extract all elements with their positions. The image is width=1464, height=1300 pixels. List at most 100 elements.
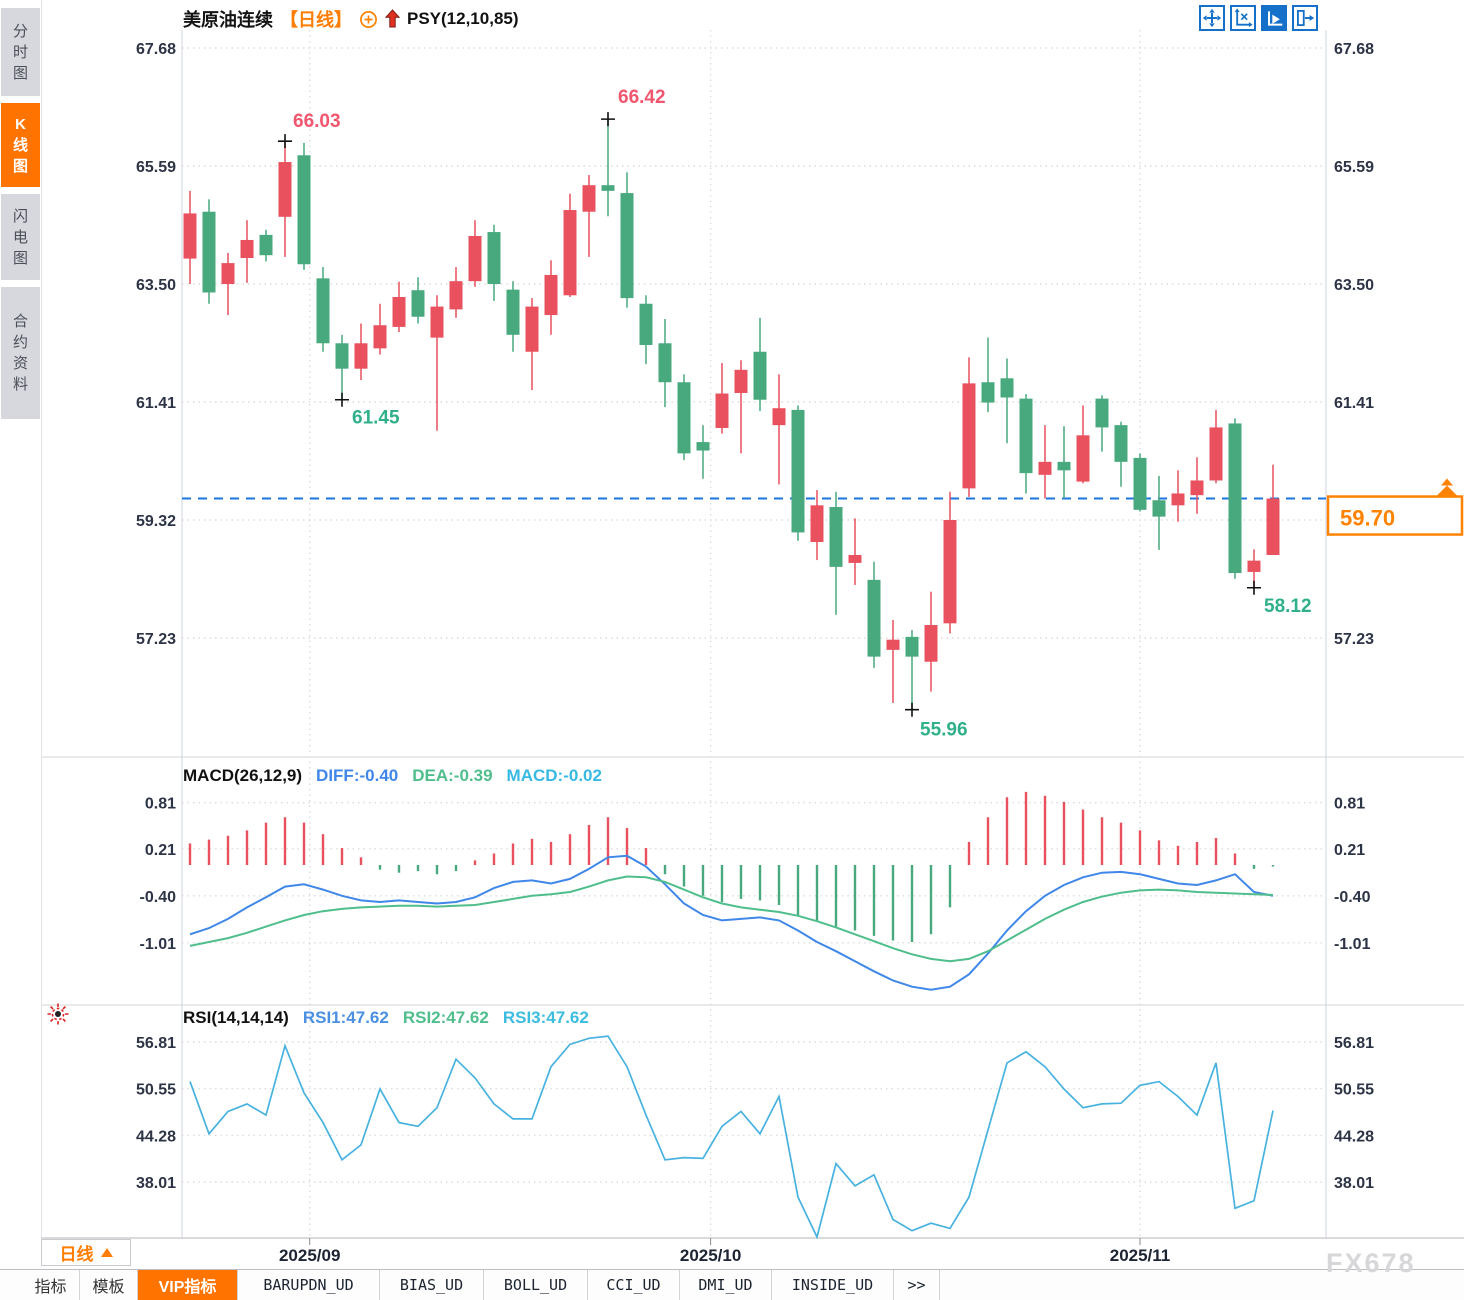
candle-body xyxy=(468,236,482,282)
y-axis-label-right: 0.21 xyxy=(1334,842,1365,859)
price-annotation: 66.42 xyxy=(618,87,666,108)
candle-body xyxy=(582,185,596,212)
rsi-line xyxy=(189,1035,1274,1240)
candle-body xyxy=(867,579,881,657)
candle-body xyxy=(1247,560,1261,572)
y-axis-label-right: 44.28 xyxy=(1334,1128,1374,1145)
psy-up-arrow-icon xyxy=(385,9,400,29)
y-axis-label-right: 38.01 xyxy=(1334,1175,1374,1192)
rsi-header: RSI(14,14,14) RSI1:47.62 RSI2:47.62 RSI3… xyxy=(183,1008,589,1028)
candle-body xyxy=(1171,493,1185,506)
y-axis-label-right: 0.81 xyxy=(1334,796,1365,813)
price-annotation: 58.12 xyxy=(1264,596,1312,617)
tab-boll_ud[interactable]: BOLL_UD xyxy=(484,1270,588,1300)
axis-play-icon[interactable] xyxy=(1261,5,1287,31)
sun-marker-icon[interactable] xyxy=(46,1002,70,1031)
psy-indicator-label: PSY(12,10,85) xyxy=(407,9,519,28)
candle-body xyxy=(791,409,805,533)
candle-body xyxy=(316,278,330,344)
macd-group xyxy=(188,791,1275,991)
y-axis-label-right: 56.81 xyxy=(1334,1035,1374,1052)
y-axis-label-left: 56.81 xyxy=(136,1035,176,1052)
candle-body xyxy=(240,239,254,259)
y-axis-label-left: 63.50 xyxy=(136,277,176,294)
candle-body xyxy=(1152,500,1166,517)
y-axis-label-left: 0.21 xyxy=(145,842,176,859)
sidebar-item-4[interactable]: 合约资料 xyxy=(1,287,40,419)
candle-body xyxy=(335,343,349,369)
candle-body xyxy=(430,306,444,338)
rsi-title: RSI(14,14,14) xyxy=(183,1008,289,1027)
candle-body xyxy=(1114,425,1128,462)
sidebar-item-char: 时 xyxy=(12,43,28,61)
price-tag-box xyxy=(1326,495,1464,536)
current-price-tag: 59.70 xyxy=(1326,478,1464,536)
y-axis-label-left: 59.32 xyxy=(136,513,176,530)
y-axis-label-left: 0.81 xyxy=(145,796,176,813)
y-axis-label-left: 65.59 xyxy=(136,159,176,176)
candle-body xyxy=(677,382,691,454)
period-tag[interactable]: 【日线】 xyxy=(280,10,352,30)
sidebar-item-char: 图 xyxy=(12,249,28,267)
candle-body xyxy=(1209,427,1223,481)
macd-title: MACD(26,12,9) xyxy=(183,766,303,785)
candle-body xyxy=(411,290,425,317)
candle-body xyxy=(487,232,501,284)
candle-body xyxy=(392,296,406,327)
period-button[interactable]: 日线 xyxy=(41,1239,131,1266)
caret-up-icon xyxy=(100,1248,113,1257)
extreme-marker-icon xyxy=(1247,580,1261,595)
extreme-marker-icon xyxy=(601,112,615,127)
tab-bias_ud[interactable]: BIAS_UD xyxy=(380,1270,484,1300)
tab-模板[interactable]: 模板 xyxy=(80,1270,138,1300)
sidebar-item-char: K xyxy=(15,115,26,133)
y-axis-label-right: 50.55 xyxy=(1334,1082,1374,1099)
candle-body xyxy=(221,263,235,284)
candle-body xyxy=(620,193,634,299)
tab-barupdn_ud[interactable]: BARUPDN_UD xyxy=(238,1270,380,1300)
macd-dea-value: DEA:-0.39 xyxy=(412,766,493,785)
axis-zoom-icon[interactable] xyxy=(1230,5,1256,31)
rsi2-value: RSI2:47.62 xyxy=(402,1008,489,1027)
tab-inside_ud[interactable]: INSIDE_UD xyxy=(772,1270,894,1300)
candle-body xyxy=(601,185,615,191)
candle-body xyxy=(715,393,729,428)
macd-header: MACD(26,12,9) DIFF:-0.40 DEA:-0.39 MACD:… xyxy=(183,766,602,786)
candle-body xyxy=(1133,457,1147,510)
macd-diff-line xyxy=(189,854,1274,991)
pan-crosshair-icon[interactable] xyxy=(1199,5,1225,31)
candle-body xyxy=(544,274,558,316)
macd-diff-value: DIFF:-0.40 xyxy=(316,766,399,785)
y-axis-label-right: 63.50 xyxy=(1334,277,1374,294)
extreme-marker-icon xyxy=(335,392,349,407)
sidebar-item-1[interactable]: 分时图 xyxy=(1,8,40,96)
sidebar-item-char: 图 xyxy=(12,64,28,82)
candle-body xyxy=(734,369,748,393)
sidebar-item-char: 线 xyxy=(12,136,28,154)
jump-to-latest-icon[interactable] xyxy=(1292,5,1318,31)
add-circle-icon[interactable] xyxy=(359,10,378,29)
tab->>[interactable]: >> xyxy=(894,1270,940,1300)
macd-dea-line xyxy=(189,875,1274,963)
candle-body xyxy=(658,343,672,383)
y-axis-label-left: -1.01 xyxy=(140,936,177,953)
tab-cci_ud[interactable]: CCI_UD xyxy=(588,1270,680,1300)
x-axis-label: 2025/09 xyxy=(279,1246,340,1265)
candle-body xyxy=(278,162,292,217)
macd-macd-value: MACD:-0.02 xyxy=(506,766,602,785)
y-axis-label-left: 57.23 xyxy=(136,631,176,648)
sidebar-item-3[interactable]: 闪电图 xyxy=(1,194,40,280)
y-axis-label-right: 57.23 xyxy=(1334,631,1374,648)
period-button-label: 日线 xyxy=(59,1245,94,1264)
candle-body xyxy=(943,520,957,624)
tab-指标[interactable]: 指标 xyxy=(22,1270,80,1300)
extreme-marker-icon xyxy=(278,134,292,149)
extreme-marker-icon xyxy=(905,702,919,717)
candle-body xyxy=(981,382,995,403)
price-annotation: 55.96 xyxy=(920,720,968,741)
tab-vip指标[interactable]: VIP指标 xyxy=(138,1270,238,1300)
tab-dmi_ud[interactable]: DMI_UD xyxy=(680,1270,772,1300)
